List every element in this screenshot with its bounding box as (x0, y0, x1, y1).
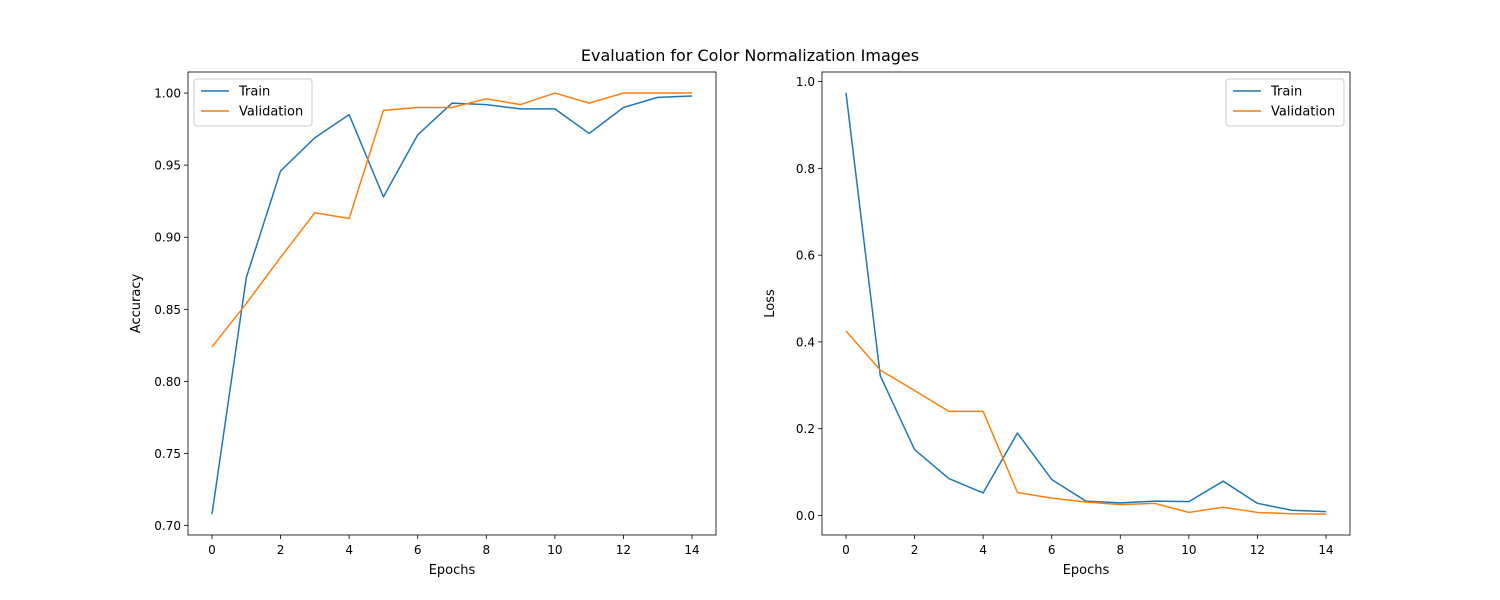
right-y-tick-label: 0.0 (796, 509, 815, 523)
right-series-line-train (845, 92, 1327, 513)
right-x-tick-label: 12 (1250, 543, 1265, 557)
left-x-axis-label: Epochs (429, 563, 476, 578)
left-x-tick-label: 12 (616, 543, 631, 557)
right-y-tick-label: 0.2 (796, 422, 815, 436)
left-y-tick-label: 0.85 (154, 303, 181, 317)
left-x-tick-label: 2 (277, 543, 285, 557)
left-y-axis-label: Accuracy (129, 274, 144, 334)
left-legend-label-validation: Validation (239, 105, 303, 120)
left-y-tick-label: 0.90 (154, 231, 181, 245)
left-y-tick-label: 0.75 (154, 447, 181, 461)
left-x-tick-label: 4 (345, 543, 353, 557)
right-y-axis-label: Loss (763, 289, 778, 318)
right-y-tick-label: 0.4 (796, 335, 815, 349)
right-x-tick-label: 2 (911, 543, 919, 557)
right-x-tick-label: 4 (979, 543, 987, 557)
left-y-tick-label: 1.00 (154, 87, 181, 101)
right-series-line-validation (845, 330, 1327, 515)
left-x-tick-label: 14 (684, 543, 699, 557)
right-legend-label-train: Train (1270, 85, 1302, 100)
left-y-tick-label: 0.95 (154, 159, 181, 173)
right-x-axis-label: Epochs (1063, 563, 1110, 578)
right-x-tick-label: 6 (1048, 543, 1056, 557)
right-x-tick-label: 10 (1181, 543, 1196, 557)
left-x-tick-label: 8 (482, 543, 490, 557)
left-y-tick-label: 0.80 (154, 375, 181, 389)
left-y-tick-label: 0.70 (154, 519, 181, 533)
right-x-tick-label: 8 (1116, 543, 1124, 557)
figure-title: Evaluation for Color Normalization Image… (580, 46, 920, 65)
right-axes-frame (821, 71, 1351, 536)
left-x-tick-label: 10 (547, 543, 562, 557)
right-x-tick-label: 14 (1318, 543, 1333, 557)
right-y-tick-label: 1.0 (796, 75, 815, 89)
left-x-tick-label: 6 (414, 543, 422, 557)
right-y-tick-label: 0.8 (796, 162, 815, 176)
left-axes-frame (187, 71, 717, 536)
right-legend-label-validation: Validation (1271, 105, 1335, 120)
left-series-line-train (211, 95, 693, 515)
left-x-tick-label: 0 (208, 543, 216, 557)
right-y-tick-label: 0.6 (796, 249, 815, 263)
right-x-tick-label: 0 (842, 543, 850, 557)
left-legend-label-train: Train (238, 85, 270, 100)
left-series-line-validation (211, 92, 692, 348)
